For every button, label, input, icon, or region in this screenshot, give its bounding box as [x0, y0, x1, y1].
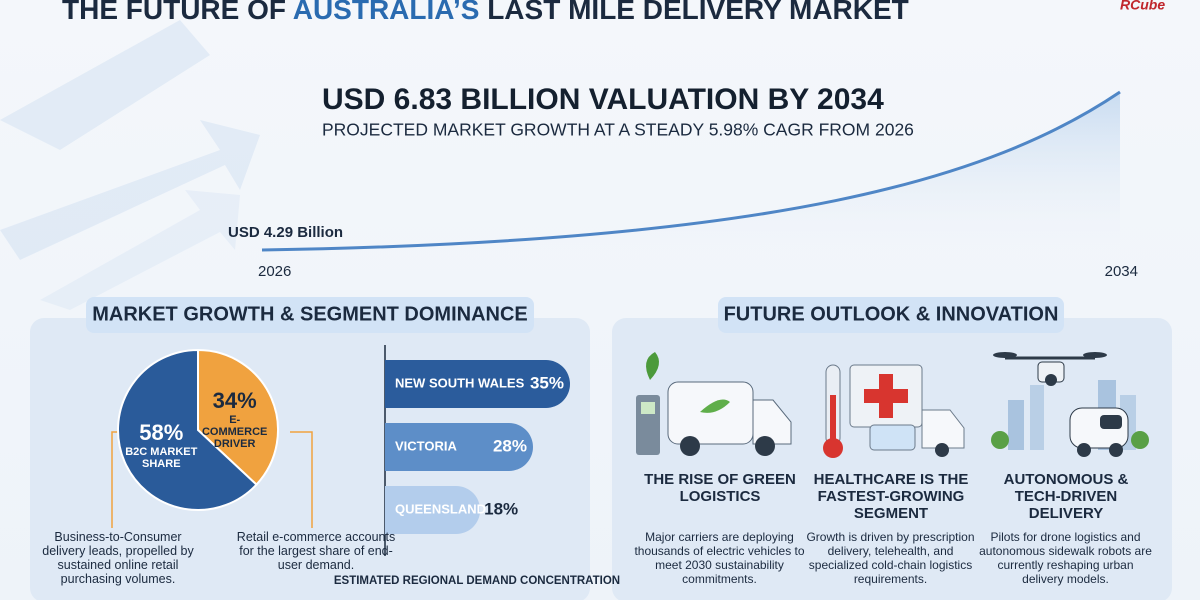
card-title: AUTONOMOUS & TECH-DRIVEN DELIVERY [1003, 471, 1129, 522]
pie-category: B2C MARKET SHARE [125, 445, 198, 470]
bar [385, 486, 481, 534]
section-title: FUTURE OUTLOOK & INNOVATION [724, 303, 1059, 325]
callout-line [111, 431, 118, 528]
bar-value: 18% [484, 499, 518, 518]
hero-title: USD 6.83 BILLION VALUATION BY 2034 [322, 83, 884, 116]
growth-line [261, 90, 1121, 252]
segment-description: Retail e-commerce accounts for the large… [236, 530, 396, 572]
pie-category: E-COMMERCE DRIVER [201, 414, 268, 451]
icon-healthcare [823, 364, 965, 458]
brand: RCube [1120, 0, 1165, 13]
section-pill [718, 297, 1064, 333]
callout-line [290, 431, 313, 528]
bar-category: VICTORIA [395, 438, 457, 453]
pie-label: 58% B2C MARKET SHARE [116, 420, 206, 470]
hero-subtitle: PROJECTED MARKET GROWTH AT A STEADY 5.98… [322, 120, 914, 140]
segment-description: Business-to-Consumer delivery leads, pro… [42, 530, 194, 586]
growth-area [262, 92, 1120, 254]
bar-caption: ESTIMATED REGIONAL DEMAND CONCENTRATION [334, 575, 620, 587]
bar-category: QUEENSLAND [395, 501, 486, 516]
x-label: 2034 [1105, 263, 1138, 280]
bar-value: 28% [493, 436, 527, 455]
card-title: THE RISE OF GREEN LOGISTICS [644, 471, 796, 505]
bar-category: NEW SOUTH WALES [395, 375, 525, 390]
icon-green-van [636, 352, 792, 456]
card-text: Growth is driven by prescription deliver… [806, 530, 975, 586]
card-text: Pilots for drone logistics and autonomou… [979, 530, 1152, 586]
bar [385, 360, 570, 408]
icon-autonomous [991, 352, 1149, 457]
title-part: THE FUTURE OF [62, 0, 293, 25]
main-title: THE FUTURE OF AUSTRALIA’S LAST MILE DELI… [62, 0, 909, 25]
pie-slice [197, 348, 279, 487]
pie-value: 58% [139, 419, 184, 445]
section-title: MARKET GROWTH & SEGMENT DOMINANCE [92, 303, 528, 325]
pie-label: 34% E-COMMERCE DRIVER [200, 388, 270, 450]
pie-slice [117, 348, 258, 511]
title-highlight: AUSTRALIA’S [293, 0, 480, 25]
pie-value: 34% [212, 388, 257, 414]
bar-value: 35% [530, 373, 564, 392]
background-arrows [0, 20, 260, 310]
bar [385, 423, 533, 471]
x-label: 2026 [258, 263, 291, 280]
card-title: HEALTHCARE IS THE FASTEST-GROWING SEGMEN… [813, 471, 969, 522]
value-label: USD 4.29 Billion [228, 224, 343, 241]
title-part: LAST MILE DELIVERY MARKET [479, 0, 908, 25]
section-pill [86, 297, 534, 333]
card-text: Major carriers are deploying thousands o… [634, 530, 805, 586]
